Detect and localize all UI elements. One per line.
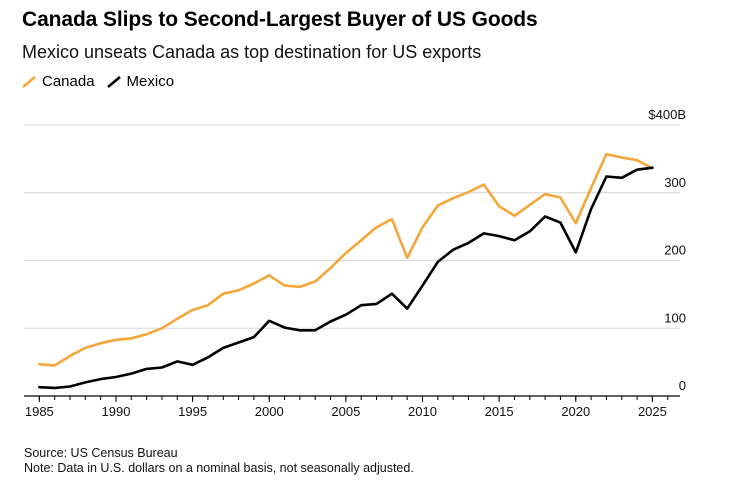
y-tick-label: $400B — [648, 107, 686, 122]
x-tick-label: 1985 — [25, 404, 54, 419]
chart-title: Canada Slips to Second-Largest Buyer of … — [22, 8, 538, 31]
y-tick-label: 200 — [664, 243, 686, 258]
x-tick-label: 1990 — [102, 404, 131, 419]
series-line-mexico — [37, 166, 654, 390]
legend-swatch-canada — [22, 75, 36, 88]
x-tick-label: 2005 — [331, 404, 360, 419]
legend-swatch-mexico — [106, 75, 121, 88]
y-tick-label: 0 — [679, 378, 686, 393]
source-note: Source: US Census Bureau — [24, 446, 178, 460]
x-tick-label: 2015 — [485, 404, 514, 419]
y-tick-label: 100 — [664, 310, 686, 325]
series-line-canada — [37, 152, 654, 367]
y-tick-label: 300 — [664, 175, 686, 190]
x-tick-label: 2020 — [561, 404, 590, 419]
legend-item-mexico: Mexico — [106, 73, 175, 90]
legend-label-mexico: Mexico — [126, 73, 175, 90]
data-note: Note: Data in U.S. dollars on a nominal … — [24, 461, 414, 475]
legend-label-canada: Canada — [42, 73, 95, 90]
chart-subtitle: Mexico unseats Canada as top destination… — [22, 42, 482, 62]
x-tick-label: 2000 — [255, 404, 284, 419]
x-tick-label: 2010 — [408, 404, 437, 419]
legend-item-canada: Canada — [22, 73, 95, 90]
legend: Canada Mexico — [22, 73, 186, 90]
x-tick-label: 2025 — [638, 404, 667, 419]
x-tick-label: 1995 — [178, 404, 207, 419]
